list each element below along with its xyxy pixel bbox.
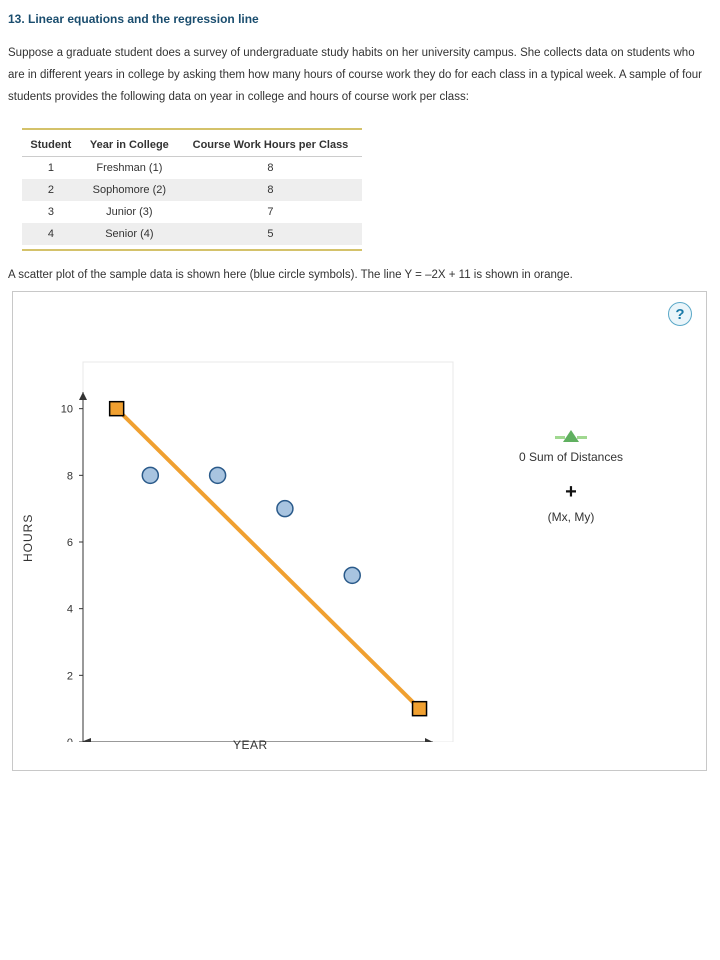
question-heading: 13. Linear equations and the regression …: [8, 12, 712, 26]
table-row: 2Sophomore (2)8: [22, 179, 362, 201]
legend-sum-distances: 0 Sum of Distances: [496, 430, 646, 464]
table-cell: Sophomore (2): [80, 179, 179, 201]
triangle-icon: [563, 430, 579, 442]
legend-centroid: + (Mx, My): [496, 482, 646, 524]
table-header: Student: [22, 134, 80, 157]
svg-text:8: 8: [67, 470, 73, 482]
data-table: StudentYear in CollegeCourse Work Hours …: [22, 134, 362, 245]
chart-container: ? 0246810012345 HOURS YEAR 0 Sum of Dist…: [12, 291, 707, 771]
table-row: 4Senior (4)5: [22, 223, 362, 245]
legend-centroid-label: (Mx, My): [548, 510, 595, 524]
table-cell: 8: [179, 179, 362, 201]
table-cell: 4: [22, 223, 80, 245]
intro-paragraph: Suppose a graduate student does a survey…: [8, 42, 712, 108]
svg-text:10: 10: [61, 404, 73, 416]
y-axis-label: HOURS: [21, 514, 35, 562]
table-cell: 3: [22, 201, 80, 223]
legend-sum-label: 0 Sum of Distances: [519, 450, 623, 464]
table-cell: Senior (4): [80, 223, 179, 245]
table-cell: Junior (3): [80, 201, 179, 223]
table-cell: 7: [179, 201, 362, 223]
table-header: Course Work Hours per Class: [179, 134, 362, 157]
svg-text:0: 0: [67, 737, 73, 742]
table-cell: 1: [22, 157, 80, 180]
data-table-wrap: StudentYear in CollegeCourse Work Hours …: [22, 128, 362, 251]
scatter-plot: 0246810012345: [23, 342, 463, 742]
table-row: 3Junior (3)7: [22, 201, 362, 223]
legend: 0 Sum of Distances + (Mx, My): [496, 412, 646, 542]
table-row: 1Freshman (1)8: [22, 157, 362, 180]
table-cell: 2: [22, 179, 80, 201]
help-button[interactable]: ?: [668, 302, 692, 326]
table-cell: 5: [179, 223, 362, 245]
scatter-description: A scatter plot of the sample data is sho…: [8, 269, 712, 281]
svg-text:2: 2: [67, 670, 73, 682]
plus-icon: +: [565, 482, 577, 502]
svg-text:4: 4: [67, 604, 73, 616]
table-cell: Freshman (1): [80, 157, 179, 180]
x-axis-label: YEAR: [233, 738, 268, 752]
table-header: Year in College: [80, 134, 179, 157]
svg-text:6: 6: [67, 537, 73, 549]
table-cell: 8: [179, 157, 362, 180]
